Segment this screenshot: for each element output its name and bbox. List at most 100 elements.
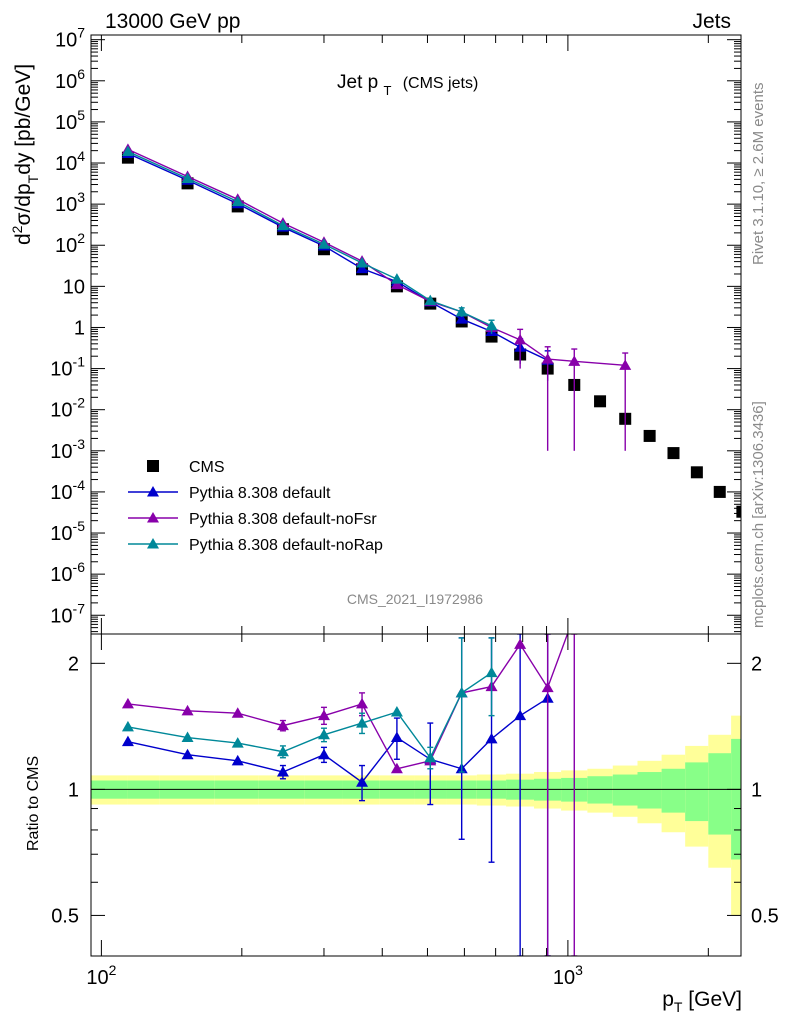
ratio-panel (121, 634, 578, 956)
x-axis-label: pT [GeV] (662, 988, 742, 1015)
ratio-y-tick-label: 2 (68, 653, 79, 675)
ratio-axis-ticks: 0.5 0.5 1 1 2 2 (51, 653, 779, 927)
ratio-point (514, 638, 527, 649)
ratio-point (514, 709, 527, 721)
legend-item: CMS (147, 459, 225, 476)
legend-marker (147, 512, 159, 523)
ratio-y-tick-label: 1 (751, 779, 762, 801)
band-green (637, 772, 662, 809)
y-tick-label: 10-4 (50, 477, 85, 504)
ratio-point (356, 776, 369, 787)
mc-point (424, 294, 437, 306)
band-green (731, 738, 741, 860)
x-tick-label: 103 (553, 962, 583, 989)
mc-point (231, 195, 244, 207)
ratio-point (485, 666, 498, 678)
cms-point (594, 395, 607, 408)
series-line (127, 150, 492, 327)
mc-point (181, 172, 194, 184)
plot-title: Jet p T (CMS jets) (337, 72, 478, 100)
mc-point (356, 262, 369, 274)
ratio-point (485, 732, 498, 744)
ratio-point (181, 704, 194, 716)
band-green (685, 762, 709, 822)
legend-label: CMS (189, 459, 225, 476)
x-tick-label: 102 (86, 962, 116, 989)
ratio-point (121, 735, 134, 747)
header-right: Jets (692, 10, 731, 33)
cms-point (667, 447, 680, 460)
y-tick-label: 10-5 (50, 518, 85, 545)
ratio-series-2 (121, 634, 578, 956)
y-tick-label: 10-2 (50, 395, 85, 422)
y-tick-label: 10-1 (50, 354, 85, 381)
legend-label: Pythia 8.308 default-noFsr (189, 511, 377, 528)
plot-title-sub: T (383, 83, 391, 98)
legend-label: Pythia 8.308 default (189, 485, 331, 502)
main-panel (121, 143, 741, 518)
mc-point (568, 355, 581, 366)
band-green (587, 776, 613, 804)
ratio-uncertainty-bands (91, 715, 741, 916)
plot-title-extra: (CMS jets) (403, 75, 479, 92)
y-tick-label: 105 (55, 107, 85, 134)
ratio-y-axis-label: Ratio to CMS (25, 756, 42, 851)
main-y-axis-label: d2σ/dpTdy [pb/GeV] (9, 64, 41, 245)
ratio-point (231, 737, 244, 748)
y-tick-label: 1 (74, 317, 85, 339)
y-tick-label: 10-6 (50, 559, 85, 586)
main-axis-ticks: 10-7 10-6 10-5 10-4 10-3 10-2 10-1 1 10 102 103 104… (50, 25, 741, 633)
mc-point (455, 313, 468, 324)
y-tick-label: 103 (55, 189, 85, 216)
legend-marker (147, 486, 159, 497)
mc-point (276, 219, 289, 231)
ratio-y-tick-label: 0.5 (751, 905, 779, 927)
mc-point (619, 359, 632, 370)
ratio-y-tick-label: 0.5 (51, 905, 79, 927)
legend: CMS Pythia 8.308 default Pythia 8.308 defa… (128, 459, 383, 554)
side-label-top: Rivet 3.1.10, ≥ 2.6M events (750, 83, 767, 266)
y-tick-label: 106 (55, 66, 85, 93)
ratio-point (424, 751, 437, 763)
mc-point (541, 353, 554, 364)
analysis-id: CMS_2021_I1972986 (347, 591, 483, 607)
ratio-y-tick-label: 2 (751, 653, 762, 675)
mc-point (390, 273, 403, 284)
y-tick-label: 10-7 (50, 600, 85, 627)
ratio-point (276, 766, 289, 777)
y-tick-label: 10-3 (50, 436, 85, 463)
ratio-line (127, 634, 569, 770)
ratio-point (390, 762, 403, 774)
ratio-point (317, 748, 330, 760)
series-line (127, 148, 626, 367)
ratio-point (455, 686, 468, 698)
ratio-point (317, 709, 330, 721)
ratio-point (390, 706, 403, 717)
cms-point (713, 485, 726, 498)
mc-point (317, 238, 330, 249)
legend-label: Pythia 8.308 default-noRap (189, 537, 383, 554)
ratio-point (390, 731, 403, 743)
side-label-bottom: mcplots.cern.ch [arXiv:1306.3436] (750, 401, 767, 628)
ratio-line (127, 697, 549, 784)
ratio-plot-frame (90, 633, 742, 957)
ratio-point (317, 728, 330, 740)
x-axis-ticks: 102 103 (86, 35, 709, 989)
ratio-point (231, 754, 244, 766)
mc-point (390, 278, 403, 290)
main-series (121, 143, 741, 518)
y-tick-label: 104 (55, 148, 85, 175)
header-left: 13000 GeV pp (105, 10, 240, 33)
mc-point (455, 305, 468, 317)
cms-point (643, 429, 656, 442)
ratio-line (127, 672, 492, 760)
legend-marker (147, 538, 159, 549)
ratio-series-3 (121, 637, 498, 773)
mc-point (485, 319, 498, 331)
band-green (612, 774, 638, 806)
band-green (708, 753, 732, 835)
ratio-point (276, 719, 289, 731)
band-green (661, 768, 686, 813)
ratio-point (121, 697, 134, 709)
ratio-point (181, 748, 194, 760)
